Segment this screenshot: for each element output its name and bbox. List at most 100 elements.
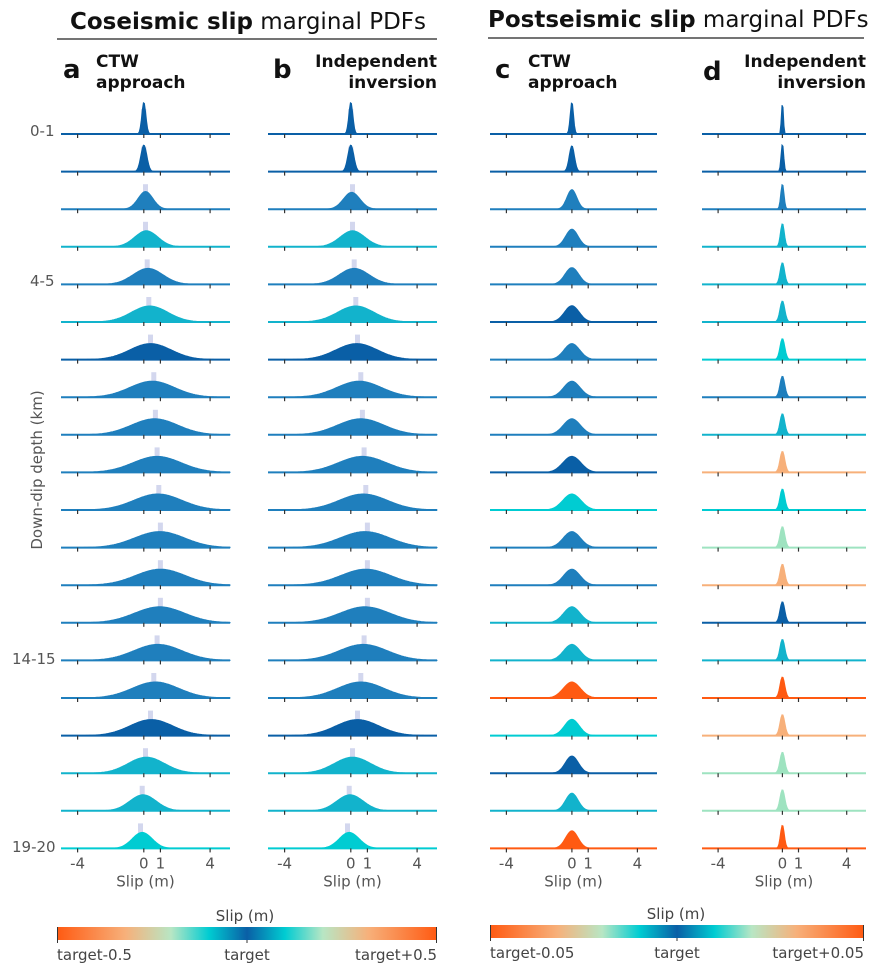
x-axis-label: Slip (m) bbox=[544, 872, 602, 890]
pdf-curve bbox=[268, 455, 438, 473]
panel-d-title-line2: inversion bbox=[777, 73, 866, 93]
panel-a-title-line1: CTW bbox=[96, 52, 139, 72]
panel-a-letter: a bbox=[63, 55, 81, 85]
pdf-curve bbox=[702, 413, 866, 436]
x-axis-label: Slip (m) bbox=[323, 872, 381, 890]
pdf-curve bbox=[702, 338, 866, 361]
pdf-curve bbox=[268, 101, 437, 135]
pdf-curve bbox=[268, 380, 437, 398]
pdf-curve bbox=[702, 751, 866, 774]
pdf-curve bbox=[61, 380, 230, 398]
colorbar-postseismic-tick-label-right: target+0.05 bbox=[772, 944, 864, 962]
pdf-curve bbox=[268, 643, 438, 661]
x-axis-label: Slip (m) bbox=[116, 872, 174, 890]
x-tick-label: -4 bbox=[70, 854, 85, 872]
x-tick-label: -4 bbox=[711, 854, 726, 872]
pdf-curve bbox=[61, 343, 230, 361]
pdf-curve bbox=[702, 262, 866, 285]
pdf-curve bbox=[702, 300, 866, 323]
pdf-curve bbox=[268, 267, 437, 285]
pdf-curve bbox=[61, 267, 230, 285]
pdf-curve bbox=[268, 531, 438, 549]
pdf-curve bbox=[702, 824, 866, 849]
pdf-curve bbox=[490, 418, 657, 436]
pdf-curve bbox=[61, 144, 230, 173]
panel-c-title-line2: approach bbox=[528, 73, 618, 93]
x-tick-label: 4 bbox=[842, 854, 852, 872]
pdf-curve bbox=[490, 145, 657, 173]
coseismic-title-rest: marginal PDFs bbox=[253, 9, 426, 35]
pdf-curve bbox=[702, 104, 866, 135]
colorbar-coseismic bbox=[57, 927, 437, 940]
pdf-curve bbox=[61, 190, 230, 210]
pdf-curve bbox=[702, 451, 866, 473]
panel-d-ridgeline: -4 0 1 4 Slip (m) bbox=[702, 104, 866, 890]
pdf-curve bbox=[702, 714, 866, 737]
pdf-curve bbox=[490, 681, 657, 699]
pdf-curve bbox=[61, 568, 231, 586]
pdf-curve bbox=[61, 531, 231, 549]
pdf-curve bbox=[61, 606, 231, 624]
pdf-curve bbox=[268, 343, 437, 361]
pdf-curve bbox=[490, 102, 657, 135]
coseismic-title: Coseismic slip marginal PDFs bbox=[70, 9, 426, 35]
pdf-curve bbox=[490, 189, 657, 210]
pdf-curve bbox=[268, 794, 437, 812]
pdf-curve bbox=[702, 488, 866, 511]
pdf-curve bbox=[490, 568, 657, 586]
pdf-curve bbox=[490, 380, 657, 398]
postseismic-title-rest: marginal PDFs bbox=[696, 7, 869, 33]
pdf-curve bbox=[268, 568, 438, 586]
pdf-curve bbox=[61, 418, 231, 436]
depth-row-label-19-20: 19-20 bbox=[12, 838, 56, 856]
pdf-curve bbox=[702, 183, 866, 210]
x-tick-label: 4 bbox=[412, 854, 422, 872]
x-tick-label: 1 bbox=[794, 854, 804, 872]
pdf-curve bbox=[490, 755, 657, 774]
pdf-curve bbox=[490, 493, 657, 511]
colorbar-postseismic-tick-label-left: target-0.05 bbox=[490, 944, 574, 962]
depth-row-label-14-15: 14-15 bbox=[12, 650, 56, 668]
depth-row-label-4-5: 4-5 bbox=[30, 272, 55, 290]
x-tick-label: 4 bbox=[633, 854, 643, 872]
pdf-curve bbox=[268, 418, 438, 436]
pdf-curve bbox=[268, 305, 437, 323]
pdf-curve bbox=[61, 643, 231, 661]
pdf-curve bbox=[490, 305, 657, 323]
colorbar-postseismic bbox=[490, 925, 864, 938]
pdf-curve bbox=[702, 375, 866, 398]
panel-c-title-line1: CTW bbox=[528, 52, 571, 72]
x-axis-label: Slip (m) bbox=[755, 872, 813, 890]
pdf-curve bbox=[490, 455, 657, 473]
pdf-curve bbox=[61, 455, 231, 473]
pdf-curve bbox=[61, 101, 230, 135]
pdf-curve bbox=[61, 230, 230, 248]
pdf-curve bbox=[702, 639, 866, 661]
x-tick-label: 1 bbox=[363, 854, 373, 872]
x-tick-label: 0 bbox=[567, 854, 577, 872]
pdf-curve bbox=[490, 718, 657, 737]
pdf-curve bbox=[702, 223, 866, 248]
x-tick-label: 4 bbox=[205, 854, 215, 872]
pdf-curve bbox=[61, 794, 230, 812]
colorbar-coseismic-tick-label-mid: target bbox=[224, 946, 270, 964]
panel-b-letter: b bbox=[273, 55, 292, 85]
pdf-curve bbox=[490, 606, 657, 624]
x-tick-label: 1 bbox=[156, 854, 166, 872]
pdf-curve bbox=[490, 531, 657, 549]
x-tick-label: 1 bbox=[583, 854, 593, 872]
pdf-curve bbox=[268, 191, 437, 210]
depth-row-label-0-1: 0-1 bbox=[30, 122, 55, 140]
panel-a-ridgeline: -4 0 1 4 Slip (m) bbox=[61, 101, 231, 890]
postseismic-title-bold: Postseismic slip bbox=[488, 7, 696, 33]
x-tick-label: -4 bbox=[499, 854, 514, 872]
panel-c-ridgeline: -4 0 1 4 Slip (m) bbox=[490, 102, 657, 890]
colorbar-coseismic-tick-label-right: target+0.5 bbox=[355, 946, 437, 964]
pdf-curve bbox=[490, 267, 657, 285]
pdf-curve bbox=[702, 526, 866, 549]
pdf-curve bbox=[490, 830, 657, 849]
pdf-curve bbox=[490, 228, 657, 248]
depth-axis-label: Down-dip depth (km) bbox=[28, 390, 46, 549]
panel-b-title-line2: inversion bbox=[348, 73, 437, 93]
